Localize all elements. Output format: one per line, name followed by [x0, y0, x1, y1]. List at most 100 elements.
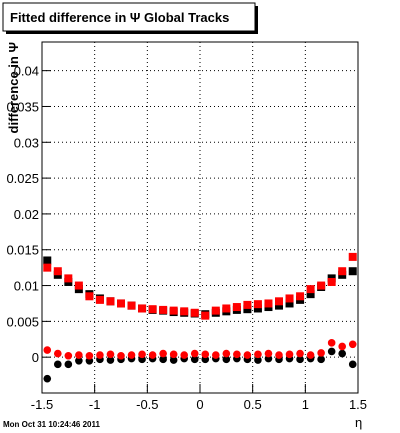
circle-marker	[327, 347, 336, 356]
circle-marker	[148, 351, 157, 359]
circle-marker	[264, 349, 273, 358]
square-marker	[275, 297, 283, 306]
circle-marker	[159, 349, 167, 358]
square-marker	[306, 290, 315, 299]
circle-marker	[169, 356, 178, 364]
square-marker	[253, 300, 262, 309]
square-marker	[211, 306, 220, 315]
square-marker	[64, 274, 73, 283]
title-box	[2, 2, 256, 32]
circle-marker	[43, 374, 52, 383]
square-marker	[285, 299, 294, 308]
square-marker	[85, 292, 94, 301]
circle-marker	[201, 350, 210, 359]
circle-marker	[64, 360, 73, 369]
square-marker	[53, 267, 62, 276]
circle-marker	[54, 349, 62, 358]
y-tick-label: 0.025	[6, 171, 39, 186]
square-marker	[159, 305, 168, 314]
x-tick-label: 1	[302, 397, 309, 412]
square-marker	[148, 305, 157, 314]
square-marker	[95, 295, 104, 304]
circle-marker	[190, 355, 199, 364]
square-marker	[275, 301, 283, 310]
circle-marker	[64, 351, 73, 360]
y-tick-label: 0	[32, 350, 39, 365]
circle-marker	[212, 351, 220, 359]
circle-marker	[222, 349, 231, 358]
square-marker	[43, 263, 52, 272]
square-marker	[138, 304, 147, 313]
circle-marker	[106, 350, 115, 359]
x-tick-label: -1.5	[31, 397, 53, 412]
y-tick-label: 0.03	[14, 135, 39, 150]
circle-marker	[285, 350, 294, 359]
chart-title: Fitted difference in Ψ Global Tracks	[10, 10, 229, 25]
y-tick-label: 0.005	[6, 314, 39, 329]
square-marker	[169, 306, 178, 315]
timestamp: Mon Oct 31 10:24:46 2011	[3, 420, 100, 429]
circle-marker	[96, 351, 104, 359]
circle-marker	[233, 350, 241, 359]
y-tick-label: 0.02	[14, 207, 39, 222]
square-marker	[317, 281, 326, 290]
square-marker	[127, 301, 136, 310]
circle-marker	[338, 349, 347, 358]
circle-marker	[338, 342, 347, 351]
circle-marker	[159, 355, 167, 364]
square-marker	[253, 304, 262, 313]
circle-marker	[254, 356, 262, 364]
square-marker	[243, 300, 252, 309]
x-tick-label: 0	[196, 397, 203, 412]
circle-marker	[190, 349, 199, 358]
square-marker	[327, 277, 336, 286]
circle-marker	[317, 355, 325, 364]
square-marker	[296, 292, 305, 301]
square-marker	[106, 297, 115, 306]
circle-marker	[127, 351, 136, 359]
y-tick-label: 0.015	[6, 243, 39, 258]
square-marker	[222, 304, 231, 313]
square-marker	[348, 267, 357, 276]
circle-marker	[43, 346, 52, 354]
square-marker	[117, 299, 125, 308]
square-marker	[338, 267, 347, 276]
y-axis-title: difference in Ψ	[6, 42, 21, 133]
square-marker	[43, 256, 52, 265]
circle-marker	[106, 356, 115, 364]
circle-marker	[306, 351, 315, 359]
circle-marker	[296, 349, 304, 358]
square-marker	[285, 294, 294, 303]
x-tick-label: 1.5	[349, 397, 367, 412]
square-marker	[180, 307, 189, 316]
circle-marker	[222, 355, 231, 364]
x-tick-label: -1	[89, 397, 101, 412]
circle-marker	[296, 355, 304, 364]
square-marker	[264, 299, 273, 308]
square-marker	[243, 305, 252, 314]
circle-marker	[348, 340, 357, 349]
circle-marker	[117, 351, 125, 360]
x-tick-label: 0.5	[244, 397, 262, 412]
square-marker	[201, 311, 210, 320]
x-tick-label: -0.5	[136, 397, 158, 412]
circle-marker	[75, 356, 83, 365]
circle-marker	[75, 351, 83, 359]
circle-marker	[243, 351, 252, 359]
circle-marker	[85, 351, 94, 360]
circle-marker	[254, 350, 262, 359]
circle-marker	[180, 351, 188, 359]
square-marker	[190, 308, 199, 317]
square-marker	[232, 303, 241, 312]
square-marker	[348, 252, 357, 261]
circle-marker	[348, 360, 357, 369]
circle-marker	[317, 349, 325, 357]
y-tick-label: 0.035	[6, 99, 39, 114]
x-axis-title: η	[355, 415, 362, 430]
square-marker	[306, 285, 315, 294]
circle-marker	[138, 350, 146, 359]
circle-marker	[275, 351, 283, 359]
y-tick-label: 0.01	[14, 279, 39, 294]
circle-marker	[327, 339, 336, 347]
